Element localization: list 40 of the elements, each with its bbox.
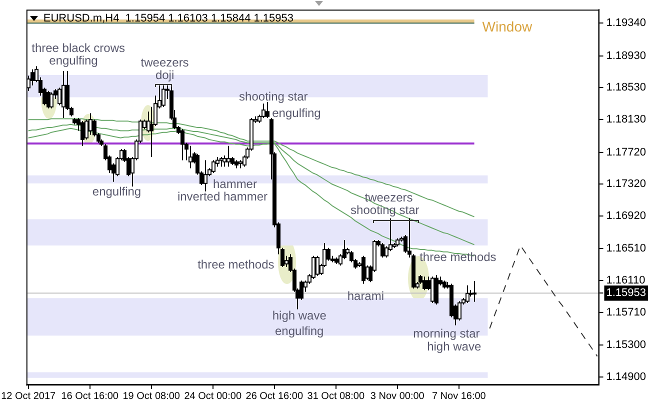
- annotation: doji: [155, 68, 174, 82]
- y-tick-label: 1.18130: [606, 114, 646, 126]
- chart-title: EURUSD.m,H4 1.15954 1.16103 1.15844 1.15953: [43, 12, 294, 25]
- x-tick-label: 31 Oct 08:00: [307, 390, 365, 402]
- annotation: harami: [347, 288, 384, 303]
- y-tick-label: 1.19340: [606, 17, 646, 30]
- x-tick-label: 12 Oct 2017: [1, 390, 56, 402]
- y-tick-label: 1.18930: [606, 50, 646, 62]
- y-tick-label: 1.15953: [606, 287, 646, 300]
- x-tick-label: 24 Oct 00:00: [184, 390, 242, 402]
- annotation: inverted hammer: [177, 190, 268, 204]
- annotation: hammer: [212, 176, 257, 191]
- ref-line-label: Window: [482, 18, 533, 34]
- y-tick-label: 1.15300: [606, 339, 646, 352]
- y-tick-label: 1.17720: [606, 146, 646, 158]
- y-tick-label: 1.16110: [606, 274, 646, 287]
- annotation: morning star: [413, 326, 480, 341]
- annotation: engulfing: [275, 324, 324, 338]
- annotation: high wave: [427, 339, 482, 354]
- x-tick-label: 19 Oct 08:00: [122, 390, 180, 402]
- y-tick-label: 1.18530: [606, 82, 646, 94]
- x-tick-label: 26 Oct 16:00: [246, 390, 304, 402]
- y-tick-label: 1.17320: [606, 178, 646, 190]
- annotation: tweezers: [364, 190, 413, 205]
- annotation: three black crows: [32, 40, 125, 55]
- annotation: engulfing: [92, 184, 142, 199]
- y-tick-label: 1.16510: [606, 242, 646, 255]
- y-tick-label: 1.16920: [606, 210, 646, 222]
- annotation: three methods: [198, 258, 274, 272]
- annotation: engulfing: [49, 53, 98, 68]
- x-tick-label: 16 Oct 16:00: [61, 390, 119, 402]
- x-tick-label: 7 Nov 16:00: [432, 390, 486, 402]
- annotation: engulfing: [272, 106, 321, 120]
- annotation: high wave: [272, 308, 327, 322]
- annotation: three methods: [420, 250, 496, 264]
- y-tick-label: 1.15710: [606, 306, 646, 318]
- annotation: shooting star: [239, 89, 308, 104]
- y-tick-label: 1.14900: [606, 371, 646, 384]
- annotation: tweezers: [140, 55, 189, 70]
- x-tick-label: 3 Nov 00:00: [370, 390, 425, 402]
